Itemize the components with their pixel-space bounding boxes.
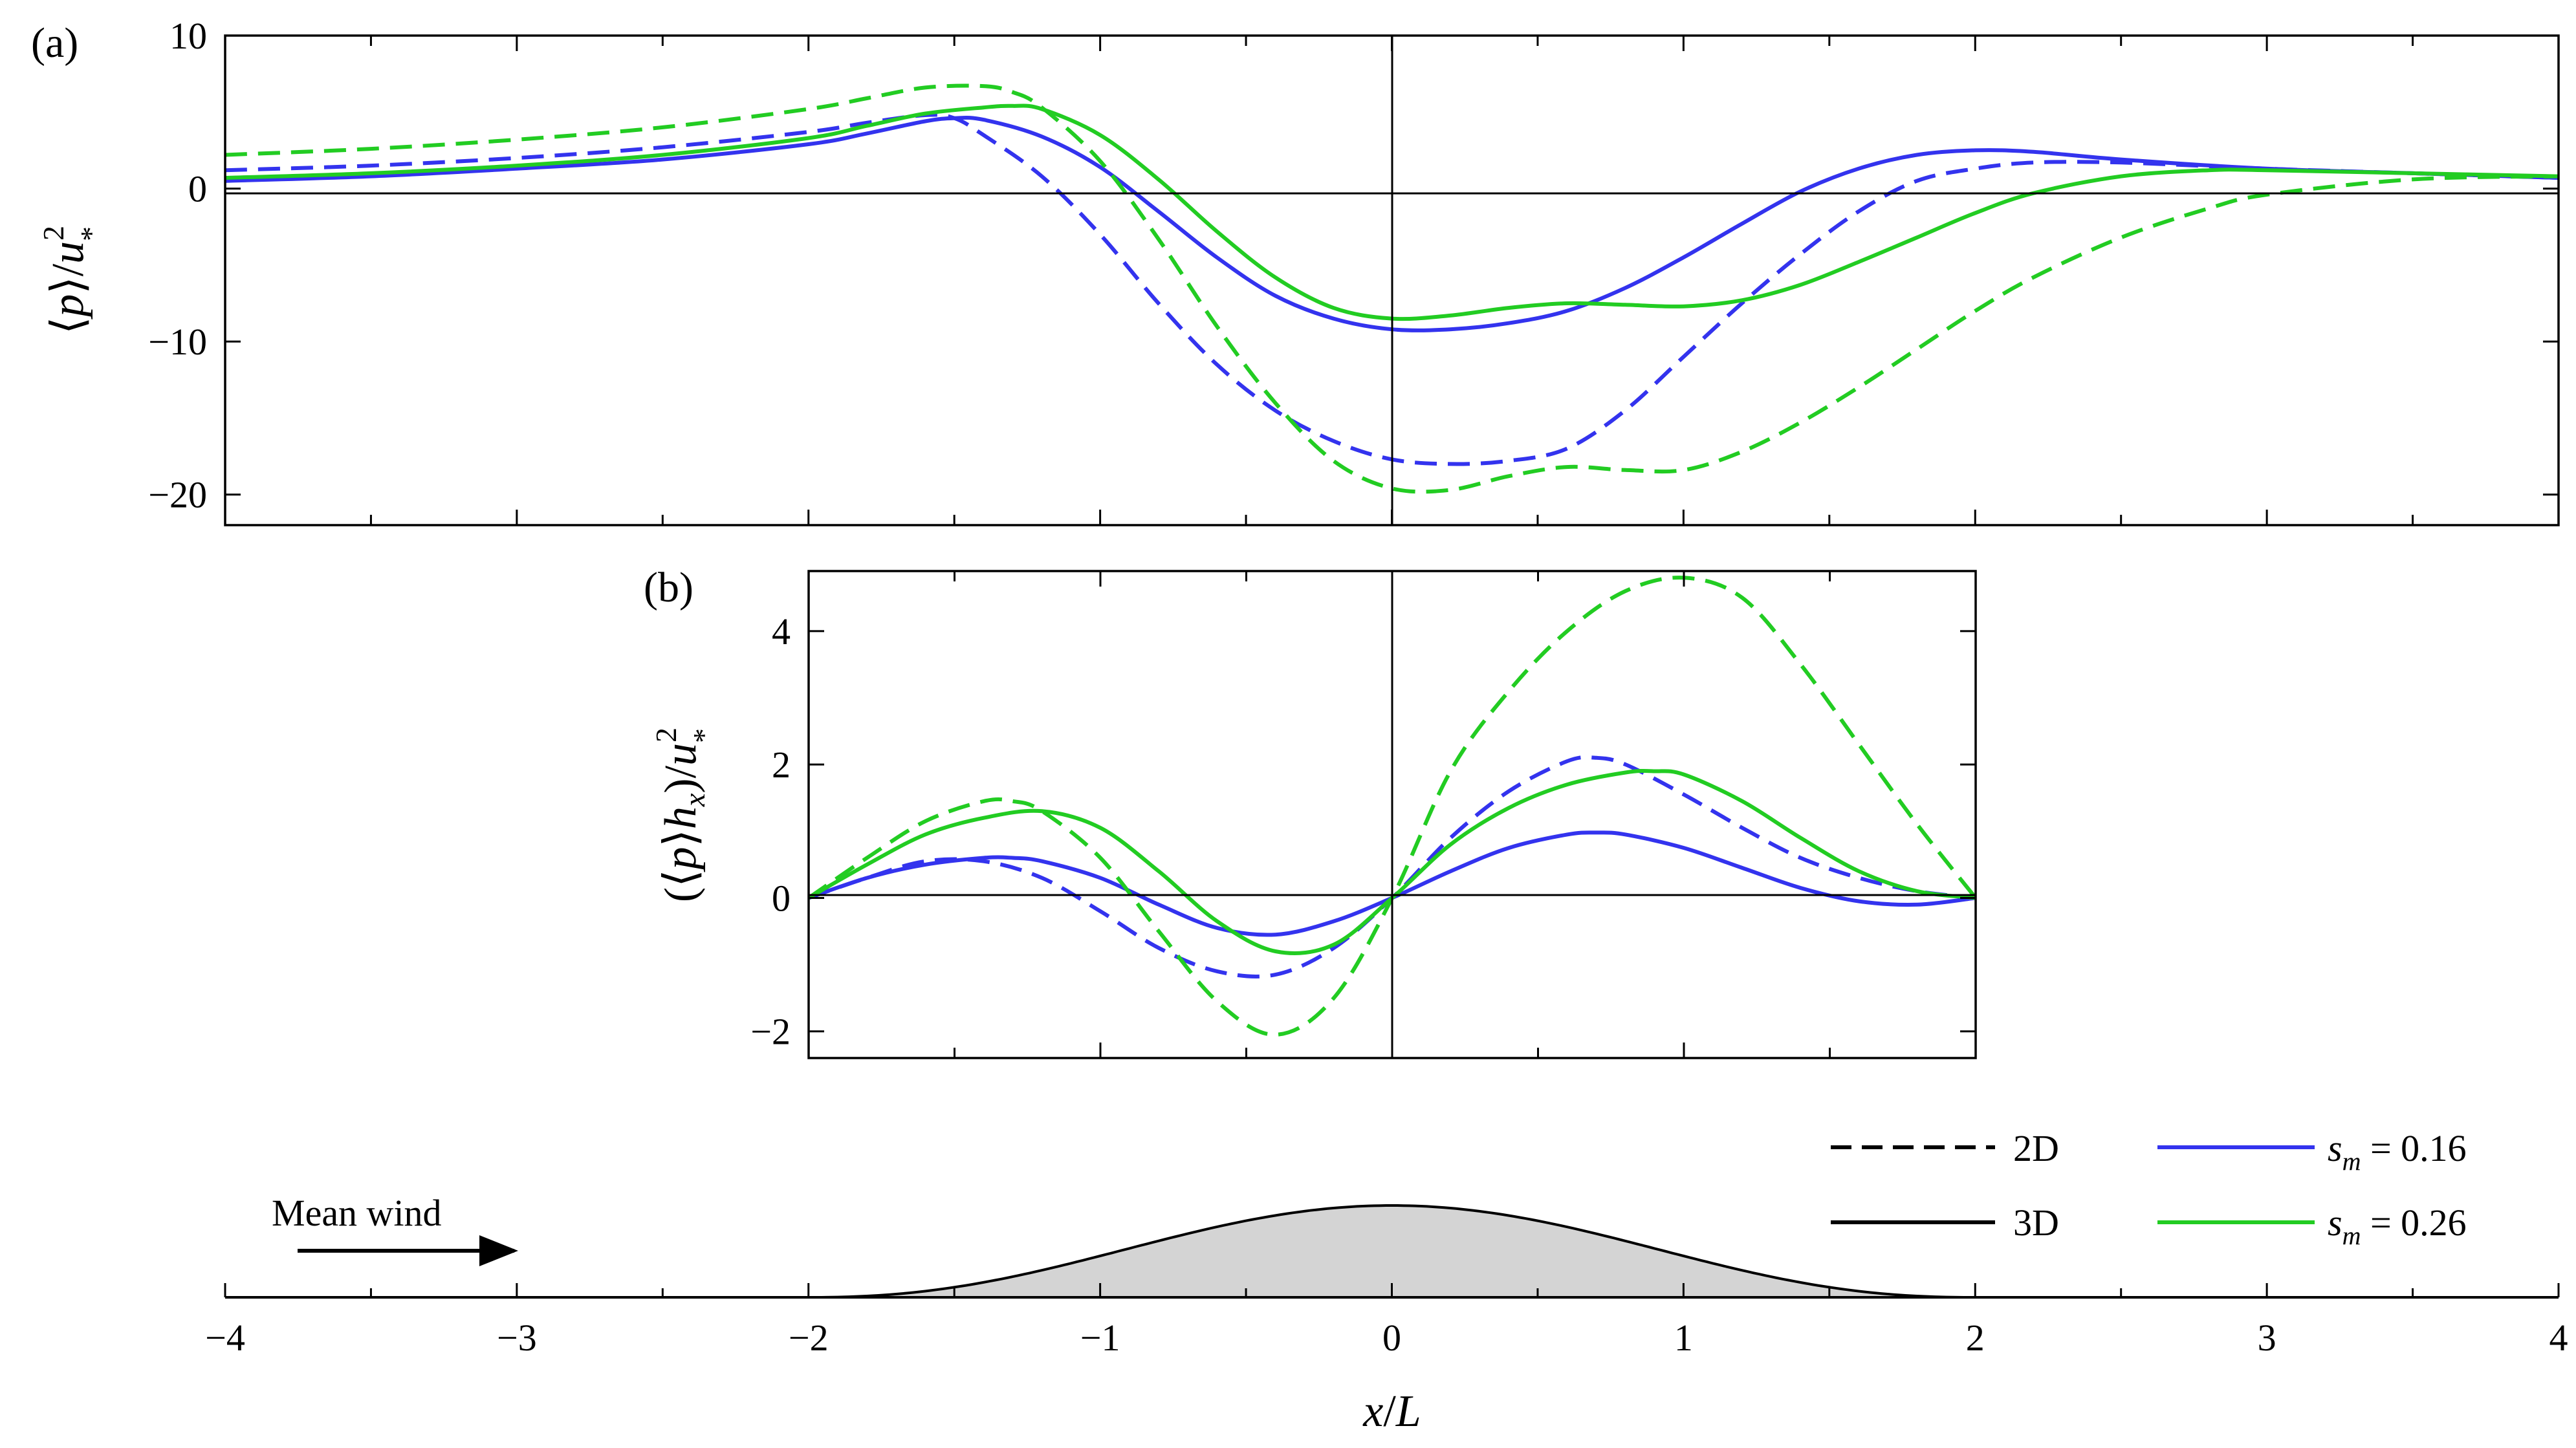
panel-b: 4 2 0 −2 (b) (⟨p⟩hx)/u*2 (644, 564, 1978, 1059)
bottom-xtick-label: −1 (1080, 1317, 1120, 1359)
panel-a-ytick-label: 0 (188, 168, 207, 210)
panel-a-series-line-3 (224, 103, 2559, 321)
bottom-xtick-label: 0 (1382, 1317, 1401, 1359)
legend-3d-label: 3D (2013, 1202, 2059, 1244)
bottom-xtick-label: −3 (497, 1317, 537, 1359)
x-axis-label: x/L (1362, 1387, 1421, 1436)
panel-a-ytick-label: 10 (169, 15, 207, 57)
legend: 2D 3D sm = 0.16 sm = 0.26 (1831, 1127, 2467, 1250)
bottom-xtick-label: 1 (1674, 1317, 1693, 1359)
legend-sm016-label: sm = 0.16 (2328, 1127, 2467, 1176)
panel-b-series-line-3 (807, 768, 1976, 956)
panel-b-ytick-label: 0 (772, 877, 791, 919)
bottom-xticks: −4 −3 −2 −1 0 1 2 3 4 (205, 1283, 2568, 1359)
bottom-xtick-label: 2 (1966, 1317, 1985, 1359)
panel-b-ytick-label: 4 (772, 611, 791, 653)
legend-2d-label: 2D (2013, 1127, 2059, 1169)
hill-shape (808, 1204, 1976, 1299)
bottom-xtick-label: 3 (2258, 1317, 2276, 1359)
bottom-xtick-label: −2 (789, 1317, 829, 1359)
panel-a-series-line-2 (224, 83, 2559, 494)
panel-a-ytick-label: −20 (148, 474, 207, 516)
panel-a-frame (224, 34, 2560, 526)
panel-a: 10 0 −10 −20 (a) ⟨p⟩/u*2 (31, 15, 2560, 526)
panel-a-label: (a) (31, 19, 78, 67)
panel-a-ylabel: ⟨p⟩/u*2 (37, 226, 107, 334)
panel-b-frame (807, 570, 1977, 1059)
bottom-xtick-label: −4 (205, 1317, 245, 1359)
topography: −4 −3 −2 −1 0 1 2 3 4 Mean wind x/L (205, 1192, 2568, 1436)
bottom-xtick-label: 4 (2549, 1317, 2568, 1359)
legend-sm026-label: sm = 0.26 (2328, 1202, 2467, 1250)
panel-b-ytick-label: −2 (750, 1011, 791, 1053)
panel-b-yticks: 4 2 0 −2 (750, 611, 1976, 1053)
panel-b-label: (b) (644, 564, 693, 611)
panel-a-ytick-label: −10 (148, 321, 207, 363)
panel-b-ytick-label: 2 (772, 744, 791, 786)
panel-a-yticks: 10 0 −10 −20 (148, 15, 2559, 516)
wind-label: Mean wind (272, 1192, 442, 1234)
panel-b-ylabel: (⟨p⟩hx)/u*2 (649, 728, 720, 902)
